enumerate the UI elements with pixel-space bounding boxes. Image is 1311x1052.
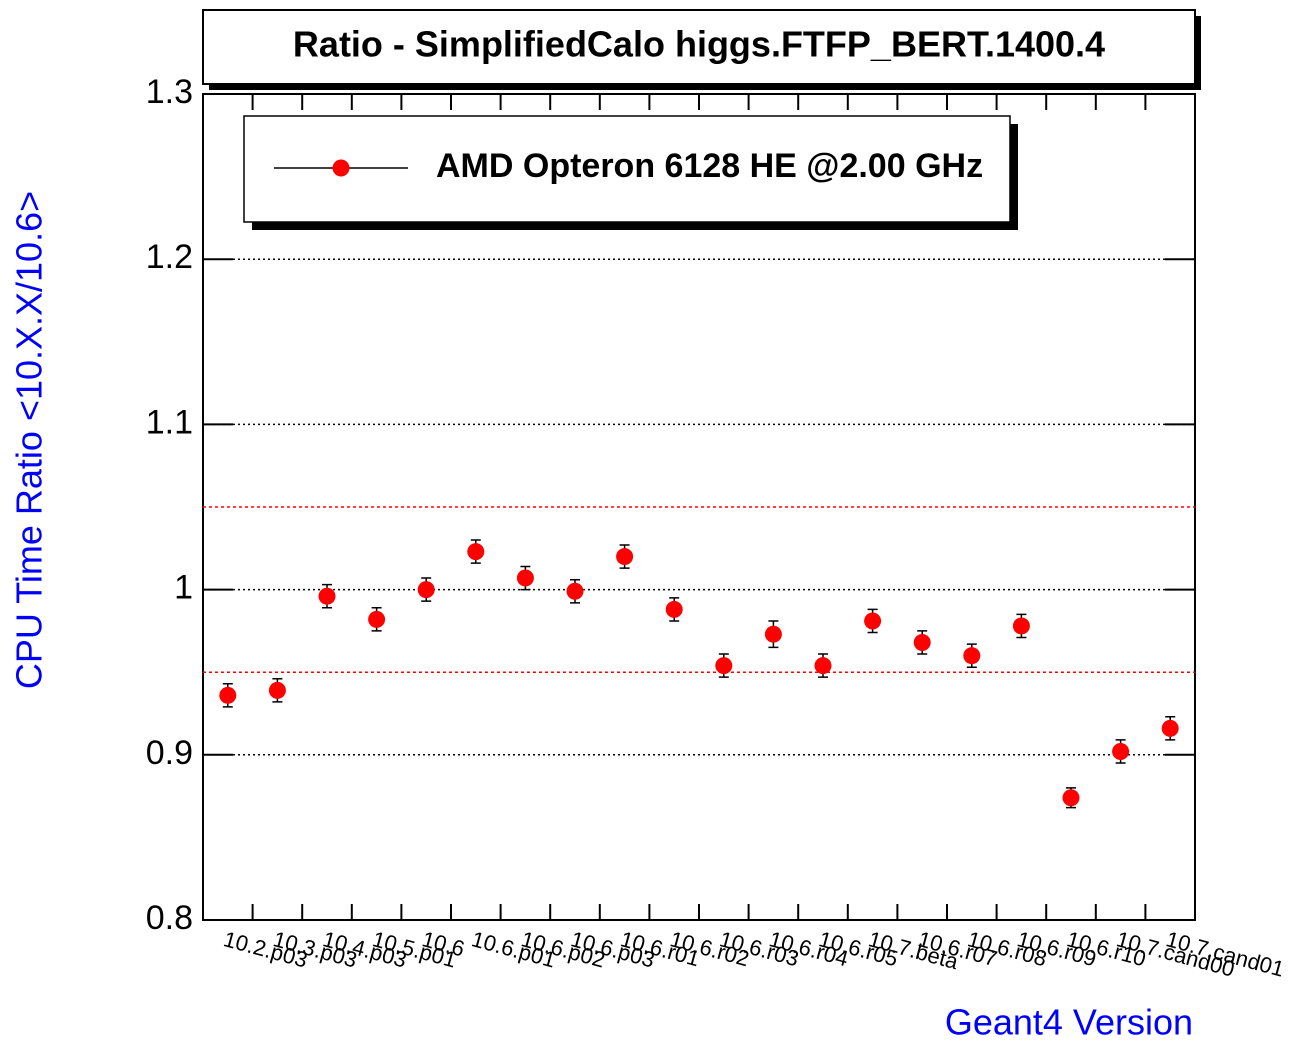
data-point (1112, 742, 1130, 760)
legend-marker (332, 159, 350, 177)
data-point (1161, 719, 1179, 737)
data-point (963, 647, 981, 665)
data-point (467, 543, 485, 561)
data-point (219, 686, 237, 704)
data-point (864, 612, 882, 630)
legend-label: AMD Opteron 6128 HE @2.00 GHz (436, 147, 983, 185)
y-tick-label: 0.9 (146, 734, 193, 772)
y-tick-label: 1.2 (146, 238, 193, 276)
x-axis-title: Geant4 Version (945, 1002, 1193, 1043)
data-point (764, 625, 782, 643)
data-point (913, 633, 931, 651)
data-point (665, 600, 683, 618)
title-box (202, 9, 1196, 85)
chart-title: Ratio - SimplifiedCalo higgs.FTFP_BERT.1… (293, 24, 1105, 65)
y-axis-title: CPU Time Ratio <10.X.X/10.6> (9, 191, 50, 689)
data-point (814, 657, 832, 675)
data-point (616, 548, 634, 566)
y-tick-label: 1.3 (146, 73, 193, 111)
data-point (516, 569, 534, 587)
data-point (715, 657, 733, 675)
y-tick-label: 0.8 (146, 899, 193, 937)
y-tick-label: 1.1 (146, 403, 193, 441)
legend-box (243, 115, 1011, 223)
data-point (318, 587, 336, 605)
data-point (268, 681, 286, 699)
y-tick-label: 1 (174, 569, 193, 607)
data-point (1062, 789, 1080, 807)
data-point (566, 582, 584, 600)
data-point (417, 581, 435, 599)
data-point (368, 610, 386, 628)
data-point (1012, 617, 1030, 635)
